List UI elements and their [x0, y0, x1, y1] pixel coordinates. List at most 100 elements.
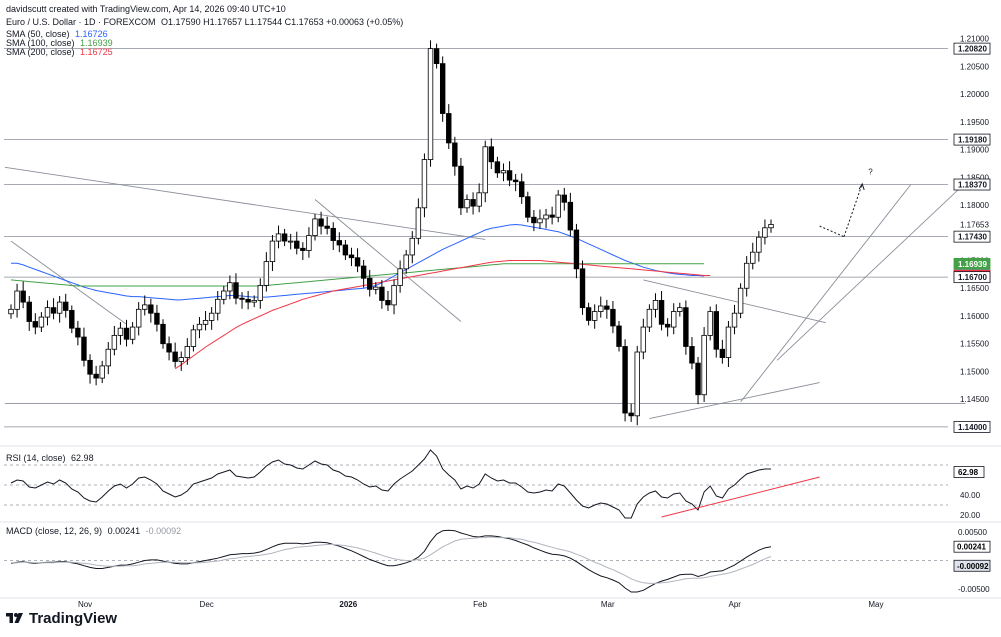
candle-body-up — [543, 214, 549, 220]
sma200-name: SMA (200, close) — [6, 47, 75, 57]
indicator-sma200[interactable]: SMA (200, close) 1.16725 — [6, 47, 113, 57]
price-axis-tick: 1.16500 — [960, 284, 989, 293]
candle — [202, 310, 209, 331]
candle — [166, 336, 172, 361]
ohlc-values: O1.17590 H1.17657 L1.17544 C1.17653 +0.0… — [161, 17, 404, 27]
candle — [142, 295, 148, 316]
candle — [379, 279, 385, 309]
candle-body-up — [129, 326, 136, 340]
candle — [81, 327, 87, 367]
candle-body-up — [135, 308, 142, 328]
candle — [105, 342, 111, 375]
candle — [640, 318, 647, 360]
candle — [20, 281, 26, 309]
price-label-1.14000: 1.14000 — [958, 423, 987, 432]
indicator-sma100[interactable]: SMA (100, close) 1.16939 — [6, 38, 113, 48]
price-axis-tick: 1.21000 — [960, 35, 989, 44]
candle-body-up — [190, 329, 197, 347]
rsi-axis-tick: 20.00 — [960, 511, 981, 520]
macd-value-box — [953, 540, 991, 553]
candle — [427, 40, 434, 167]
candle-body-down — [585, 307, 592, 321]
candle-body-down — [154, 312, 160, 325]
candle-body-down — [294, 240, 300, 249]
candle-body-up — [756, 236, 762, 253]
candle-body-down — [336, 240, 343, 246]
macd-value-box — [953, 559, 991, 572]
candle-body-down — [148, 304, 154, 314]
price-axis-tick: 1.15000 — [960, 367, 989, 376]
candle — [768, 219, 774, 233]
time-axis-tick: Nov — [78, 600, 92, 609]
macd-signal-line — [11, 536, 772, 584]
candle — [135, 302, 142, 336]
price-label-1.16939: 1.16939 — [958, 260, 987, 269]
candle — [93, 365, 99, 386]
candle-body-down — [63, 301, 69, 311]
candle-body-up — [500, 170, 507, 174]
indicator-sma50[interactable]: SMA (50, close) 1.16726 — [6, 29, 108, 39]
candle — [391, 279, 397, 315]
candle — [652, 293, 659, 318]
projection-arrow-short — [819, 225, 845, 238]
candle — [32, 313, 39, 335]
price-axis-tick: 1.14500 — [960, 395, 989, 404]
candle — [561, 187, 567, 211]
price-axis-tick: 1.17653 — [960, 220, 989, 229]
candle-body-down — [20, 290, 26, 303]
candle — [354, 248, 361, 273]
candle — [415, 198, 422, 245]
candle — [458, 157, 464, 216]
candle — [579, 260, 586, 315]
candle — [397, 260, 403, 293]
candle-body-down — [81, 336, 87, 361]
candle-body-up — [306, 235, 312, 251]
candle — [14, 283, 20, 318]
trendline-dec-descending — [314, 199, 462, 322]
candle-body-up — [750, 251, 756, 264]
rsi-header[interactable]: RSI (14, close) 62.98 — [6, 453, 94, 463]
candle — [50, 298, 57, 320]
candle-body-down — [245, 298, 251, 303]
candle — [610, 300, 616, 334]
candle-body-up — [403, 254, 409, 270]
candle-body-up — [725, 326, 732, 358]
candle — [476, 183, 482, 213]
candle — [537, 209, 543, 229]
candle-body-down — [494, 161, 501, 174]
candle-body-down — [683, 307, 689, 347]
sma100-line — [10, 263, 705, 287]
candle — [506, 161, 513, 187]
candle-body-down — [458, 165, 464, 209]
price-axis-tick: 1.20000 — [960, 90, 989, 99]
candle-body-down — [713, 311, 719, 350]
candle-body-down — [549, 214, 555, 218]
candle-body-up — [634, 351, 640, 417]
candle-body-up — [142, 304, 148, 310]
candle — [403, 249, 409, 274]
candle-body-up — [391, 285, 397, 306]
price-label-box — [953, 421, 991, 433]
candle — [26, 296, 32, 331]
candle-body-up — [482, 146, 488, 194]
macd-title: MACD (close, 12, 26, 9) — [6, 526, 103, 536]
candle-body-down — [385, 300, 391, 306]
price-label-1.19180: 1.19180 — [958, 136, 987, 145]
logo-text: TradingView — [29, 610, 118, 627]
candle — [701, 327, 707, 402]
candle — [446, 104, 452, 150]
sma100-name: SMA (100, close) — [6, 38, 75, 48]
candle-body-down — [616, 325, 622, 347]
candle — [671, 303, 677, 335]
candle — [464, 194, 470, 213]
macd-header[interactable]: MACD (close, 12, 26, 9) 0.00241 -0.00092 — [6, 526, 181, 536]
macd-line — [10, 529, 772, 593]
candle-body-down — [719, 348, 726, 358]
candle — [245, 291, 251, 310]
sma50-value: 1.16726 — [75, 29, 108, 39]
candle — [664, 318, 671, 337]
rsi-value-label: 62.98 — [958, 468, 979, 477]
rsi-axis-tick: 40.00 — [960, 491, 981, 500]
time-axis-tick: Feb — [473, 600, 487, 609]
